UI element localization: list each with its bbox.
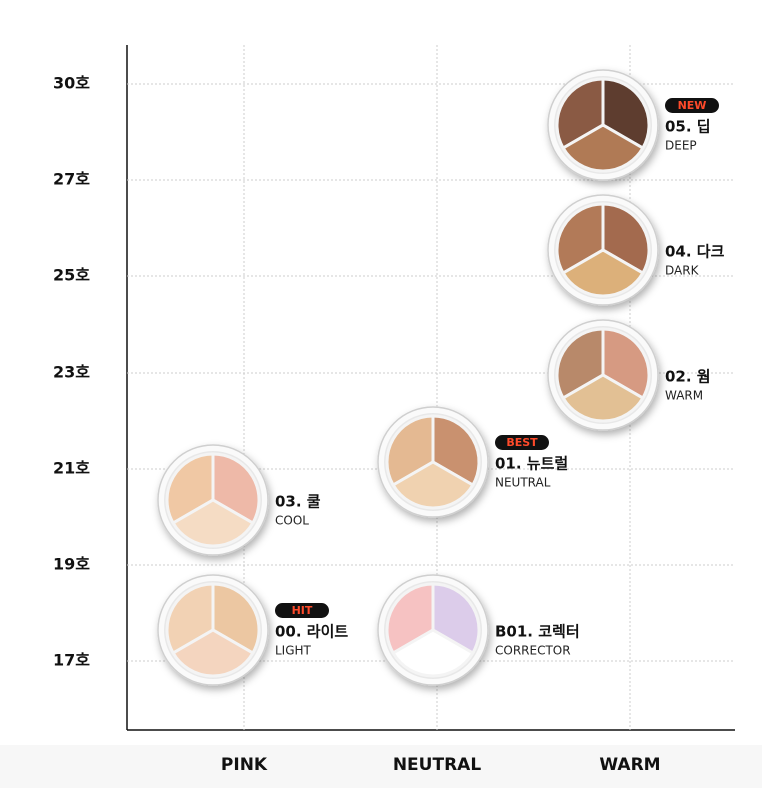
x-label: WARM xyxy=(599,755,660,775)
palette-pan xyxy=(561,373,645,423)
product: BEST 01. 뉴트럴 NEUTRAL xyxy=(377,406,568,518)
product-code: 00. 라이트 xyxy=(275,623,348,641)
y-label: 23호 xyxy=(53,363,90,382)
y-label: 30호 xyxy=(53,74,90,93)
product-code: B01. 코렉터 xyxy=(495,623,580,641)
product: 04. 다크 DARK xyxy=(547,194,725,306)
x-label: PINK xyxy=(221,755,268,775)
product-name: COOL xyxy=(275,514,309,528)
y-label: 21호 xyxy=(53,459,90,478)
x-label: NEUTRAL xyxy=(393,755,481,775)
product-name: CORRECTOR xyxy=(495,644,571,658)
palette-pan xyxy=(391,460,475,510)
badge-bg xyxy=(495,435,549,450)
product-name: WARM xyxy=(665,389,703,403)
palette-pan xyxy=(171,498,255,548)
product-code: 05. 딥 xyxy=(665,118,711,136)
y-label: 19호 xyxy=(53,555,90,574)
palette-pan xyxy=(561,248,645,298)
product-code: 02. 웜 xyxy=(665,368,711,386)
badge: BEST xyxy=(506,436,538,449)
badge: NEW xyxy=(678,99,707,112)
product: HIT 00. 라이트 LIGHT xyxy=(157,574,348,686)
product-name: DEEP xyxy=(665,139,697,153)
product: 02. 웜 WARM xyxy=(547,319,711,431)
palette-pan xyxy=(391,628,475,678)
badge-bg xyxy=(665,98,719,113)
badge: HIT xyxy=(292,604,313,617)
product-name: DARK xyxy=(665,264,700,278)
product-name: NEUTRAL xyxy=(495,476,551,490)
product-name: LIGHT xyxy=(275,644,312,658)
product-code: 03. 쿨 xyxy=(275,493,321,511)
y-label: 17호 xyxy=(53,651,90,670)
y-label: 25호 xyxy=(53,266,90,285)
footer-band xyxy=(0,745,762,788)
y-label: 27호 xyxy=(53,170,90,189)
palette-pan xyxy=(171,628,255,678)
product-code: 01. 뉴트럴 xyxy=(495,455,568,473)
badge-bg xyxy=(275,603,329,618)
product: NEW 05. 딥 DEEP xyxy=(547,69,719,181)
product-code: 04. 다크 xyxy=(665,243,725,261)
product: B01. 코렉터 CORRECTOR xyxy=(377,574,580,686)
palette-pan xyxy=(561,123,645,173)
product: 03. 쿨 COOL xyxy=(157,444,321,556)
